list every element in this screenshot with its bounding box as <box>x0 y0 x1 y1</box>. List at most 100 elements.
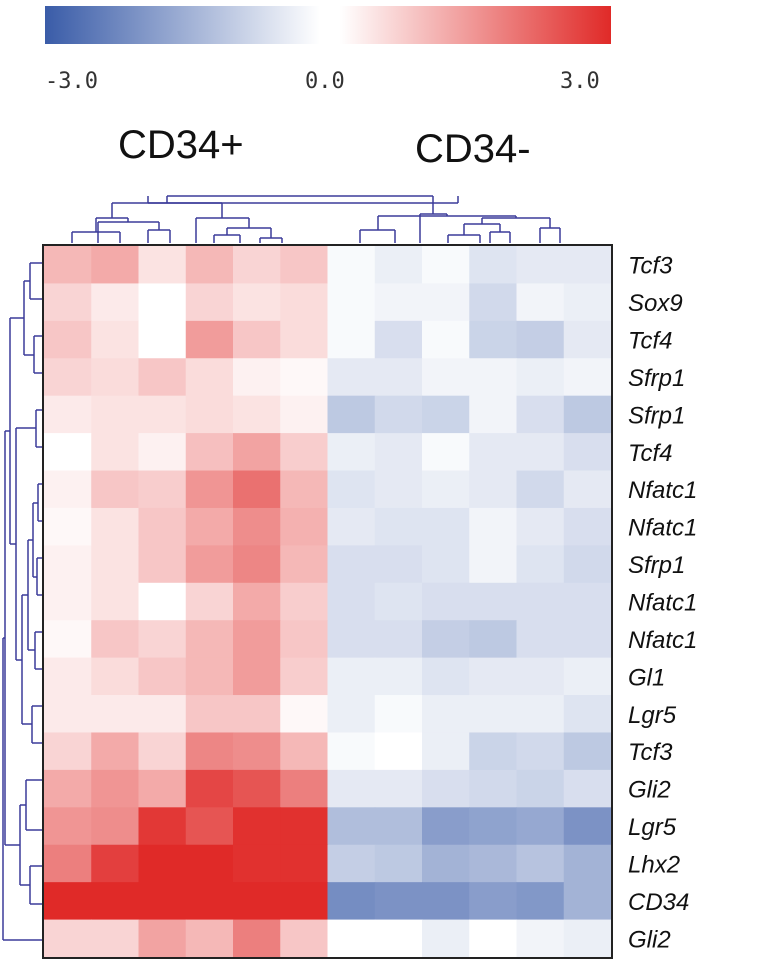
heatmap-cell <box>91 283 139 321</box>
heatmap-cell <box>233 471 281 509</box>
heatmap-cell <box>564 283 612 321</box>
column-group-label-cd34-negative: CD34- <box>415 127 531 171</box>
row-label: Lgr5 <box>628 702 677 729</box>
heatmap-cell <box>186 396 234 434</box>
heatmap-cell <box>139 321 187 359</box>
heatmap-cell <box>233 920 281 958</box>
heatmap-cell <box>422 658 470 696</box>
heatmap-cell <box>233 658 281 696</box>
heatmap-cell <box>564 246 612 284</box>
row-dendrogram <box>3 263 43 940</box>
heatmap-cell <box>422 845 470 883</box>
heatmap-cell <box>139 358 187 396</box>
row-label: CD34 <box>628 889 689 916</box>
heatmap-cell <box>186 471 234 509</box>
column-group-label-cd34-positive: CD34+ <box>118 123 244 167</box>
heatmap-cell <box>517 283 565 321</box>
heatmap-cell <box>375 807 423 845</box>
heatmap-cell <box>44 246 92 284</box>
heatmap-cell <box>91 583 139 621</box>
heatmap-cell <box>375 508 423 546</box>
heatmap-cell <box>375 433 423 471</box>
heatmap-cell <box>564 471 612 509</box>
heatmap-cell <box>517 732 565 770</box>
heatmap-cell <box>139 882 187 920</box>
heatmap-cell <box>422 807 470 845</box>
heatmap-cell <box>44 770 92 808</box>
heatmap-cell <box>139 471 187 509</box>
heatmap-cell <box>139 658 187 696</box>
row-label: Tcf3 <box>628 739 673 766</box>
row-labels: Tcf3Sox9Tcf4Sfrp1Sfrp1Tcf4Nfatc1Nfatc1Sf… <box>628 253 697 954</box>
heatmap-cell <box>186 807 234 845</box>
heatmap-cell <box>469 770 517 808</box>
row-label: Nfatc1 <box>628 590 697 617</box>
heatmap-cell <box>375 620 423 658</box>
heatmap-cell <box>422 882 470 920</box>
heatmap-cell <box>186 508 234 546</box>
heatmap-cell <box>139 845 187 883</box>
heatmap-cell <box>375 545 423 583</box>
heatmap-cell <box>91 658 139 696</box>
column-dendrogram <box>72 196 560 243</box>
row-label: Sox9 <box>628 290 683 317</box>
heatmap-cell <box>91 321 139 359</box>
heatmap-cell <box>328 508 376 546</box>
heatmap-cell <box>186 433 234 471</box>
heatmap-cell <box>328 246 376 284</box>
heatmap-cell <box>44 508 92 546</box>
heatmap-cell <box>280 283 328 321</box>
heatmap-cell <box>139 283 187 321</box>
heatmap-cell <box>564 508 612 546</box>
heatmap-cell <box>139 508 187 546</box>
heatmap-cell <box>517 920 565 958</box>
heatmap-cell <box>422 433 470 471</box>
heatmap-cell <box>280 246 328 284</box>
row-label: Nfatc1 <box>628 627 697 654</box>
heatmap-cell <box>564 658 612 696</box>
heatmap-cell <box>469 882 517 920</box>
heatmap-cell <box>564 433 612 471</box>
heatmap-cell <box>328 920 376 958</box>
heatmap-cell <box>375 283 423 321</box>
heatmap-cell <box>186 845 234 883</box>
heatmap-cell <box>517 396 565 434</box>
heatmap-cell <box>233 695 281 733</box>
heatmap-cell <box>517 583 565 621</box>
heatmap-cell <box>91 732 139 770</box>
heatmap-cell <box>233 508 281 546</box>
heatmap-cell <box>44 471 92 509</box>
heatmap-cell <box>564 321 612 359</box>
heatmap-cell <box>328 545 376 583</box>
heatmap-cell <box>186 732 234 770</box>
row-label: Sfrp1 <box>628 552 685 579</box>
heatmap-cell <box>280 732 328 770</box>
heatmap-cell <box>422 358 470 396</box>
heatmap-cell <box>469 321 517 359</box>
heatmap-cell <box>517 770 565 808</box>
heatmap-cell <box>328 433 376 471</box>
heatmap-cell <box>469 433 517 471</box>
heatmap-cell <box>186 658 234 696</box>
heatmap-cell <box>44 396 92 434</box>
heatmap-cell <box>186 283 234 321</box>
heatmap-cell <box>422 620 470 658</box>
row-label: Gli2 <box>628 777 671 804</box>
heatmap-cell <box>233 246 281 284</box>
heatmap-cell <box>233 845 281 883</box>
heatmap-cell <box>280 583 328 621</box>
heatmap-cell <box>186 770 234 808</box>
heatmap-cell <box>517 545 565 583</box>
heatmap-cell <box>91 882 139 920</box>
heatmap-cell <box>186 246 234 284</box>
heatmap-cell <box>517 321 565 359</box>
heatmap-cell <box>328 882 376 920</box>
heatmap-cell <box>469 658 517 696</box>
heatmap-cell <box>469 695 517 733</box>
heatmap-cell <box>422 246 470 284</box>
heatmap-cell <box>469 732 517 770</box>
heatmap-cell <box>233 882 281 920</box>
heatmap-cell <box>91 620 139 658</box>
heatmap-cell <box>469 845 517 883</box>
heatmap-cell <box>564 396 612 434</box>
